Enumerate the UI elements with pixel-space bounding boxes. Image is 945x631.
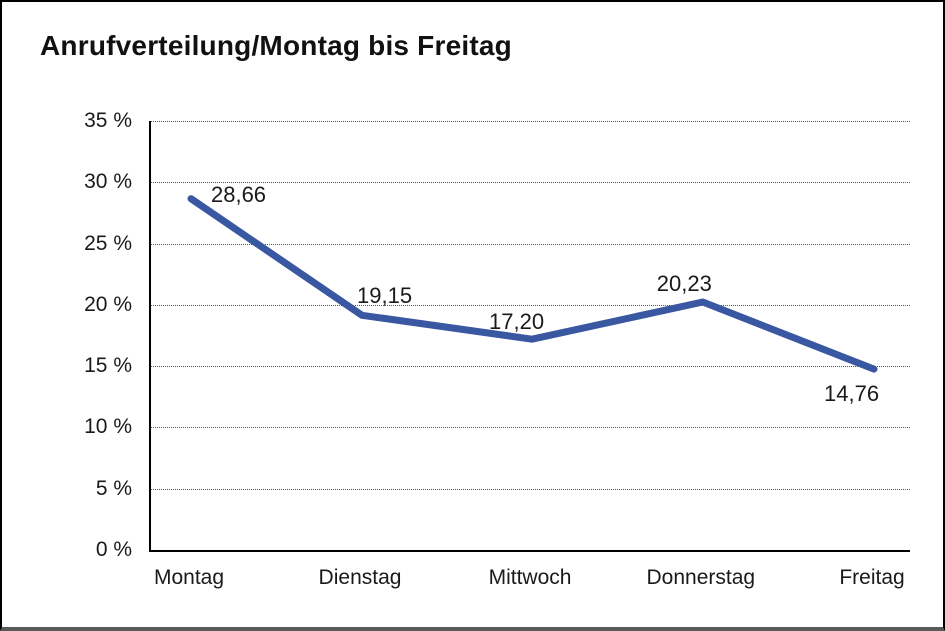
data-line [187,195,878,373]
y-axis-tick-label: 5 % [95,476,132,500]
x-axis-tick-label: Donnerstag [646,566,756,589]
line-series [187,195,878,373]
gridline [151,427,910,429]
chart-title: Anrufverteilung/Montag bis Freitag [40,30,512,61]
gridline [151,366,910,368]
data-point-label: 17,20 [489,309,545,335]
data-point-label: 20,23 [656,271,712,297]
data-point-label: 28,66 [210,181,267,207]
gridline [151,304,910,306]
y-axis-tick-label: 30 % [84,170,132,194]
y-axis-tick-label: 35 % [84,109,132,132]
plot-area: 28,66 19,15 17,20 20,23 14,76 [149,121,910,552]
y-axis-tick-label: 0 % [95,538,132,561]
x-axis-tick-label: Dienstag [318,566,402,589]
data-point-label: 19,15 [357,283,413,309]
data-point-label: 14,76 [824,381,880,407]
gridline [151,243,910,245]
x-axis-tick-label: Mittwoch [488,566,572,589]
x-axis-tick-label: Montag [153,566,225,589]
y-axis-tick-label: 10 % [84,415,132,439]
y-axis-tick-label: 20 % [84,292,132,316]
gridline [151,488,910,490]
gridline [151,121,910,122]
x-axis-tick-label: Freitag [839,566,905,589]
y-axis-tick-label: 15 % [84,354,132,378]
gridline [151,182,910,184]
y-axis-tick-label: 25 % [84,231,132,255]
